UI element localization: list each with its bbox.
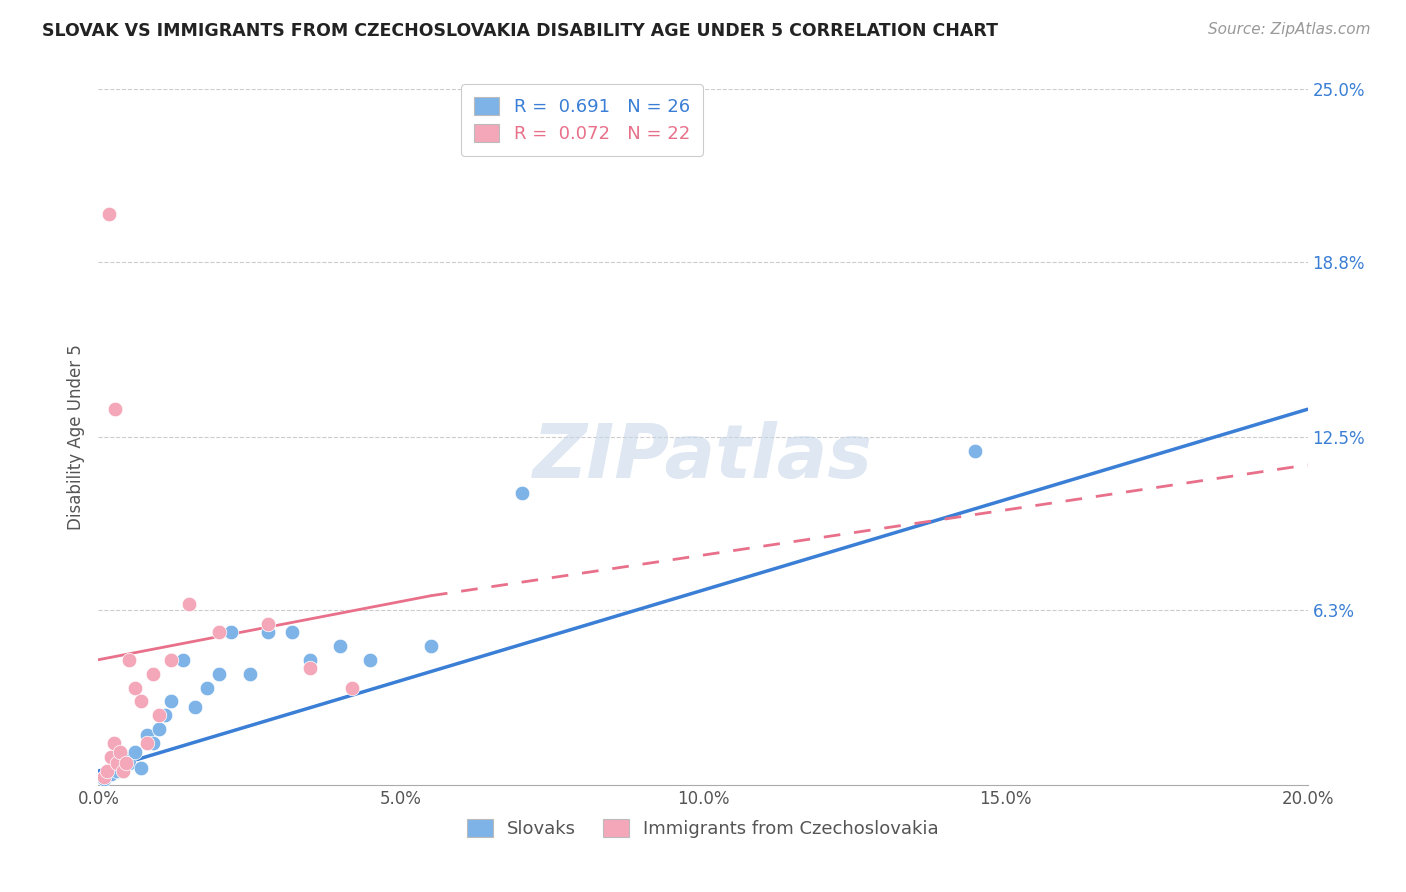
Point: [98, 207, 121, 221]
Point: [239, 666, 262, 681]
Point: [105, 764, 128, 778]
Point: [329, 639, 352, 653]
Point: [184, 700, 207, 714]
Point: [93, 772, 115, 787]
Point: [118, 756, 141, 770]
Point: [195, 681, 218, 695]
Point: [135, 728, 157, 742]
Legend: Slovaks, Immigrants from Czechoslovakia: Slovaks, Immigrants from Czechoslovakia: [460, 812, 946, 846]
Point: [342, 681, 364, 695]
Point: [256, 624, 278, 639]
Point: [179, 597, 201, 611]
Point: [129, 694, 152, 708]
Text: ZIPatlas: ZIPatlas: [533, 421, 873, 494]
Point: [172, 653, 194, 667]
Point: [111, 764, 134, 778]
Point: [281, 624, 304, 639]
Point: [208, 624, 231, 639]
Point: [256, 616, 278, 631]
Point: [420, 639, 443, 653]
Point: [510, 485, 533, 500]
Point: [142, 736, 165, 750]
Point: [160, 694, 183, 708]
Point: [221, 624, 243, 639]
Text: SLOVAK VS IMMIGRANTS FROM CZECHOSLOVAKIA DISABILITY AGE UNDER 5 CORRELATION CHAR: SLOVAK VS IMMIGRANTS FROM CZECHOSLOVAKIA…: [42, 22, 998, 40]
Point: [153, 708, 176, 723]
Text: Source: ZipAtlas.com: Source: ZipAtlas.com: [1208, 22, 1371, 37]
Point: [124, 745, 146, 759]
Point: [103, 736, 125, 750]
Point: [148, 723, 170, 737]
Point: [111, 750, 134, 764]
Point: [160, 653, 183, 667]
Point: [96, 764, 118, 778]
Point: [299, 653, 322, 667]
Point: [118, 653, 141, 667]
Point: [93, 770, 115, 784]
Point: [135, 736, 157, 750]
Point: [105, 756, 128, 770]
Y-axis label: Disability Age Under 5: Disability Age Under 5: [66, 344, 84, 530]
Point: [148, 708, 170, 723]
Point: [360, 653, 382, 667]
Point: [104, 402, 127, 417]
Point: [124, 681, 146, 695]
Point: [299, 661, 322, 675]
Point: [114, 756, 136, 770]
Point: [129, 761, 152, 775]
Point: [100, 767, 122, 781]
Point: [142, 666, 165, 681]
Point: [208, 666, 231, 681]
Point: [108, 745, 131, 759]
Point: [100, 750, 122, 764]
Point: [965, 444, 987, 458]
